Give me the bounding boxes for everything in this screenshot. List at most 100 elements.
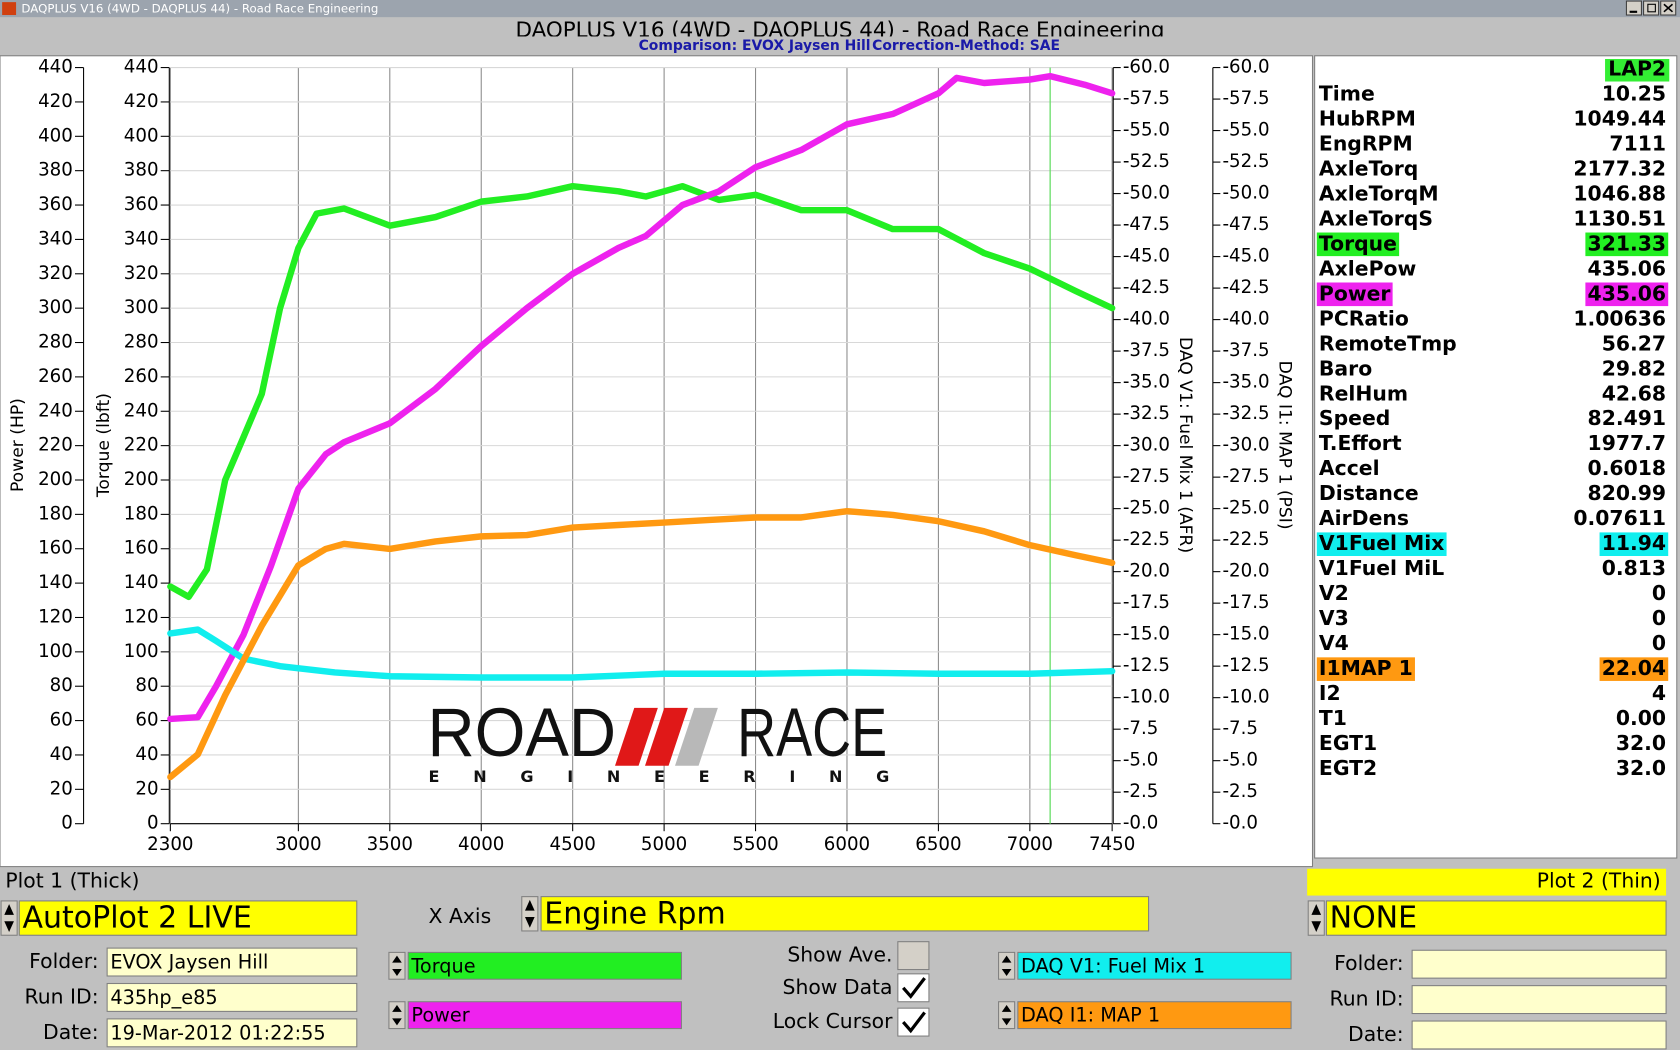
spinner[interactable] <box>0 900 18 936</box>
plot1-source[interactable]: AutoPlot 2 LIVE <box>23 901 252 936</box>
plot1-run: 435hp_e85 <box>110 986 217 1009</box>
y-tick-label: 340 <box>38 228 73 249</box>
xaxis-label: X Axis <box>429 904 492 928</box>
series-line <box>167 182 1116 601</box>
legend-entry-box[interactable] <box>1017 951 1292 980</box>
y-tick-label: -37.5 <box>1223 340 1270 361</box>
y-tick-label: 420 <box>38 91 73 112</box>
spinner[interactable] <box>998 951 1016 980</box>
xaxis-value[interactable]: Engine Rpm <box>544 896 725 931</box>
readout-value: 0.6018 <box>1588 456 1667 480</box>
readout-name: AirDens <box>1319 506 1409 530</box>
spinner-down[interactable] <box>1001 1018 1012 1026</box>
legend-entry[interactable]: Power <box>411 1004 469 1027</box>
spinner-up[interactable] <box>4 904 14 915</box>
spinner-down[interactable] <box>392 1018 402 1026</box>
y-tick-label: -25.0 <box>1123 498 1170 519</box>
spinner-down[interactable] <box>1001 969 1012 976</box>
y-axis-title: Torque (lbft) <box>94 393 114 498</box>
spinner-up[interactable] <box>1311 904 1322 915</box>
spinner[interactable] <box>388 951 406 980</box>
minimize-button[interactable] <box>1625 0 1642 16</box>
readout-value: 0.07611 <box>1573 506 1666 530</box>
spinner-up[interactable] <box>1001 955 1012 963</box>
spinner[interactable] <box>998 1001 1016 1030</box>
y-tick-label: -50.0 <box>1223 183 1270 204</box>
readout-value: 56.27 <box>1602 331 1666 355</box>
legend-entry[interactable]: Torque <box>410 954 475 977</box>
plot2-source-box[interactable] <box>1325 900 1667 936</box>
readout-name: RemoteTmp <box>1319 331 1457 355</box>
y-tick-label: 40 <box>50 744 73 765</box>
y-tick-label: -47.5 <box>1223 214 1270 235</box>
plot2-header <box>1307 868 1667 896</box>
y-tick-label: -17.5 <box>1123 592 1170 613</box>
legend-entry-box[interactable] <box>407 951 682 980</box>
option-label: Lock Cursor <box>773 1009 893 1033</box>
y-tick-label: -37.5 <box>1123 340 1170 361</box>
correction: Correction-Method: SAE <box>872 38 1060 54</box>
y-axis-title: DAQ V1: Fuel Mix 1 (AFR) <box>1175 337 1195 553</box>
legend-entry[interactable]: DAQ V1: Fuel Mix 1 <box>1021 954 1205 977</box>
readout-value: 1130.51 <box>1573 206 1666 230</box>
xaxis-value-box[interactable] <box>540 896 1150 932</box>
legend-entry-box[interactable] <box>407 1001 682 1030</box>
series-line <box>167 72 1116 723</box>
readout-value: 42.68 <box>1602 381 1666 405</box>
readout-highlight <box>1316 532 1447 556</box>
y-tick-label: 400 <box>124 125 159 146</box>
x-tick-label: 5000 <box>641 834 687 855</box>
readout-name: V1Fuel Mix <box>1319 531 1444 555</box>
spinner-up[interactable] <box>525 899 535 911</box>
plot1-source-box[interactable] <box>18 900 358 936</box>
readout: LAP2 Time 10.25 HubRPM 1049.44 EngRPM 7111 Axle… <box>1316 57 1670 780</box>
readout-value: 29.82 <box>1602 356 1666 380</box>
y-tick-label: -35.0 <box>1123 372 1170 393</box>
spinner-up[interactable] <box>392 1004 402 1012</box>
spinner[interactable] <box>388 1001 406 1030</box>
spinner[interactable] <box>1307 900 1325 936</box>
y-tick-label: 300 <box>124 297 159 318</box>
y-tick-label: -15.0 <box>1123 624 1170 645</box>
window-title: DAQPLUS V16 (4WD - DAQPLUS 44) - Road Ra… <box>21 2 378 16</box>
spinner-down[interactable] <box>392 969 402 976</box>
plot1-run-label: Run ID: <box>25 984 99 1008</box>
restore-button[interactable] <box>1643 0 1660 16</box>
plot2-source[interactable]: NONE <box>1330 901 1417 936</box>
y-tick-label: 380 <box>38 160 73 181</box>
plot2-folder-label: Folder: <box>1334 951 1403 975</box>
y-tick-label: 320 <box>38 263 73 284</box>
plot2-run-label: Run ID: <box>1330 987 1404 1011</box>
x-tick-label: 3000 <box>275 834 321 855</box>
readout-value: 1049.44 <box>1573 106 1666 130</box>
y-tick-label: 140 <box>38 572 73 593</box>
spinner-up[interactable] <box>1001 1004 1012 1012</box>
y-tick-label: 360 <box>38 194 73 215</box>
y-tick-label: -20.0 <box>1123 561 1170 582</box>
y-tick-label: 340 <box>124 228 159 249</box>
spinner-down[interactable] <box>525 917 535 928</box>
spinner-up[interactable] <box>392 955 402 963</box>
checkbox <box>897 941 930 971</box>
plot2-run-box <box>1411 985 1667 1015</box>
readout-name: EGT2 <box>1319 756 1377 780</box>
readout-name: Torque <box>1319 231 1397 255</box>
y-tick-label: -5.0 <box>1123 750 1159 771</box>
legend-entry-box[interactable] <box>1017 1001 1292 1030</box>
spinner[interactable] <box>521 896 539 932</box>
series-line <box>167 507 1116 781</box>
spinner-down[interactable] <box>4 921 14 933</box>
window-controls <box>1625 0 1677 16</box>
spinner-down[interactable] <box>1311 921 1322 933</box>
lap-label: LAP2 <box>1608 57 1666 81</box>
plot1-folder-label: Folder: <box>29 949 98 973</box>
y-tick-label: 440 <box>124 57 159 78</box>
y-tick-label: -12.5 <box>1123 655 1170 676</box>
readout-name: AxleTorqM <box>1319 181 1439 205</box>
y-tick-label: 320 <box>124 263 159 284</box>
legend-entry[interactable]: DAQ I1: MAP 1 <box>1021 1004 1160 1027</box>
y-tick-label: -57.5 <box>1223 88 1270 109</box>
readout-value: 321.33 <box>1588 231 1667 255</box>
y-tick-label: -50.0 <box>1123 183 1170 204</box>
